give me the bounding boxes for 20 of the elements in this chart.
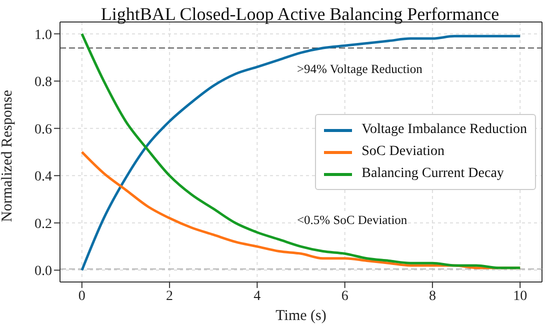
y-tick-label: 0.0	[34, 264, 52, 280]
x-tick-label: 6	[341, 288, 348, 304]
x-axis-title: Time (s)	[276, 308, 326, 324]
y-tick-label: 0.4	[34, 170, 52, 185]
legend-label: Voltage Imbalance Reduction	[362, 122, 527, 138]
legend-label: SoC Deviation	[362, 144, 444, 160]
y-tick-label: 0.6	[34, 122, 52, 138]
annotation: <0.5% SoC Deviation	[296, 213, 408, 228]
y-tick-label: 0.2	[34, 216, 52, 232]
x-tick-label: 8	[428, 288, 436, 304]
y-tick-label: 1.0	[34, 28, 52, 43]
x-tick-label: 10	[513, 288, 528, 304]
annotation: >94% Voltage Reduction	[296, 62, 424, 77]
x-tick-label: 4	[254, 288, 261, 304]
x-tick-label: 0	[78, 288, 86, 304]
y-axis-title: Normalized Response	[0, 90, 16, 222]
legend-label: Balancing Current Decay	[362, 166, 504, 182]
y-tick-label: 0.8	[34, 75, 52, 90]
x-tick-label: 2	[166, 288, 174, 304]
chart-title: LightBAL Closed-Loop Active Balancing Performance	[100, 4, 500, 25]
